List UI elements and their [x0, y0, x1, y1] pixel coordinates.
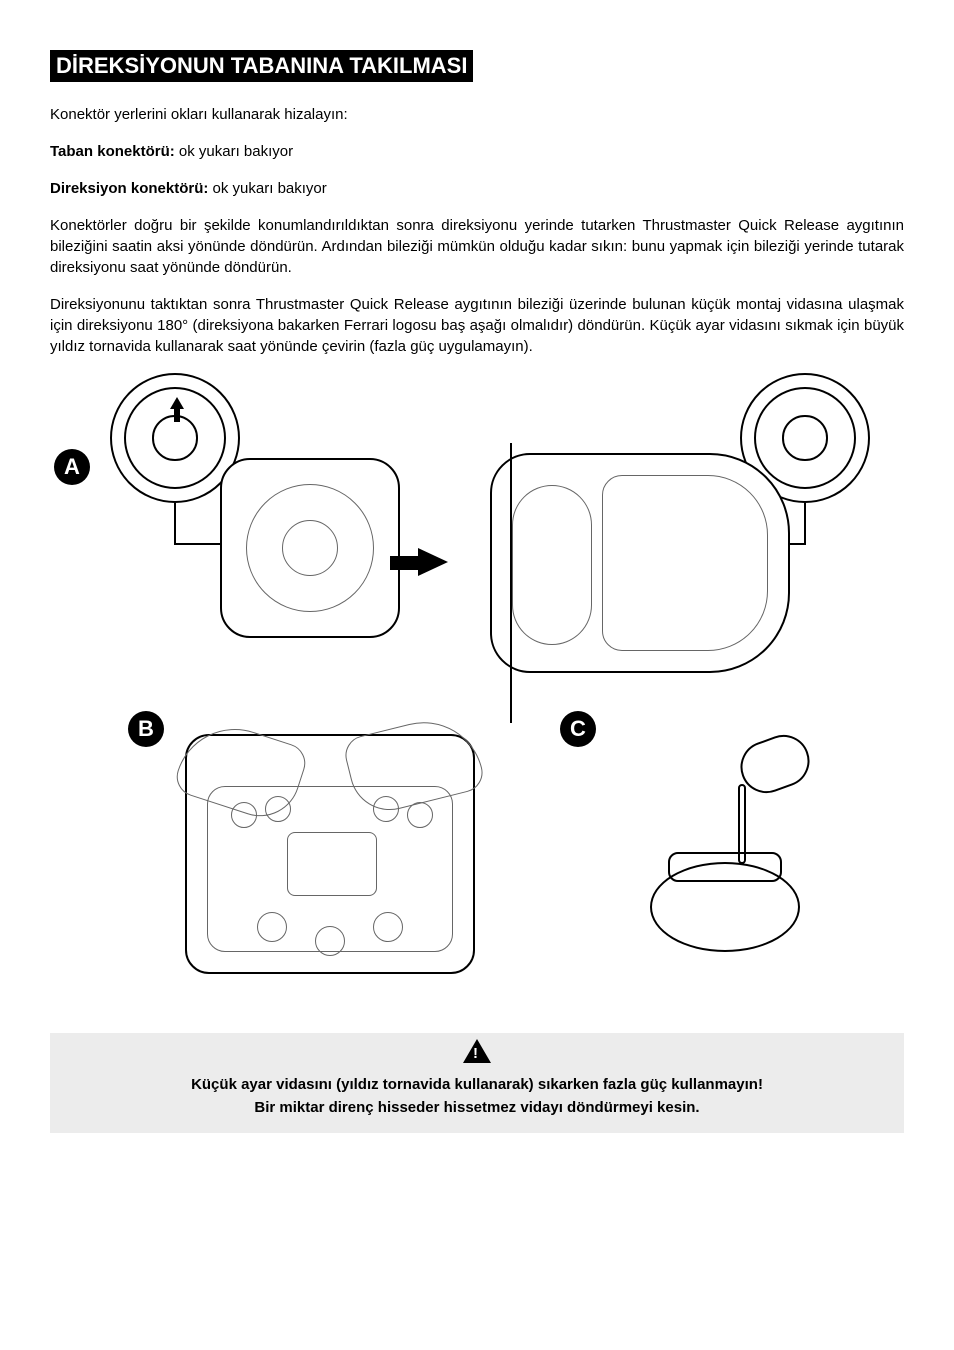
warning-line-2: Bir miktar direnç hisseder hissetmez vid… — [70, 1097, 884, 1120]
step-label-c: C — [560, 711, 596, 747]
wheel-connector-label: Direksiyon konektörü: — [50, 180, 208, 197]
wheel-base-illustration — [490, 453, 790, 673]
wheel-hub-illustration — [220, 458, 400, 638]
step-b-illustration — [185, 734, 475, 974]
wheel-connector-text: ok yukarı bakıyor — [208, 180, 326, 197]
wheel-connector-line: Direksiyon konektörü: ok yukarı bakıyor — [50, 178, 904, 199]
warning-box: Küçük ayar vidasını (yıldız tornavida ku… — [50, 1033, 904, 1133]
step-label-a: A — [54, 449, 90, 485]
step-c-illustration — [620, 734, 840, 974]
intro-text: Konektör yerlerini okları kullanarak hiz… — [50, 104, 904, 125]
warning-icon — [463, 1039, 491, 1063]
join-arrow-head — [418, 548, 448, 576]
base-connector-label: Taban konektörü: — [50, 143, 175, 160]
diagram-divider — [510, 443, 512, 723]
base-connector-text: ok yukarı bakıyor — [175, 143, 293, 160]
assembly-diagram: A B — [50, 373, 904, 1003]
paragraph-1: Konektörler doğru bir şekilde konumlandı… — [50, 215, 904, 278]
section-heading: DİREKSİYONUN TABANINA TAKILMASI — [50, 50, 473, 82]
leader-line — [804, 503, 806, 543]
base-connector-line: Taban konektörü: ok yukarı bakıyor — [50, 141, 904, 162]
join-arrow-stem — [390, 556, 420, 570]
warning-line-1: Küçük ayar vidasını (yıldız tornavida ku… — [70, 1074, 884, 1097]
leader-line — [174, 503, 176, 543]
step-label-b: B — [128, 711, 164, 747]
paragraph-2: Direksiyonunu taktıktan sonra Thrustmast… — [50, 294, 904, 357]
